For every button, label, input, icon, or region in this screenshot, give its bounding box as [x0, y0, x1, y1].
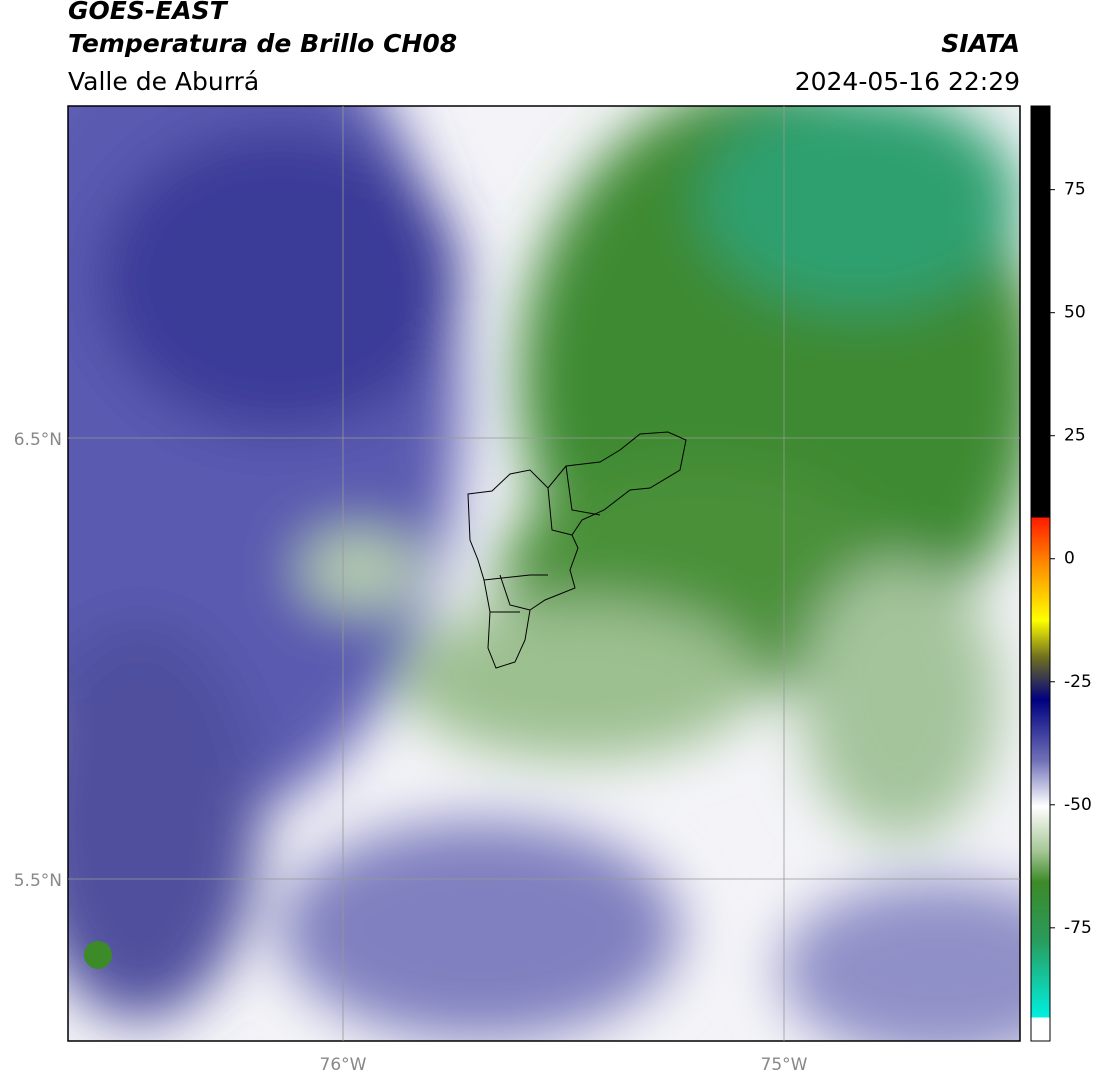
graticule	[68, 106, 1020, 1041]
title: GOES-EAST	[68, 0, 229, 25]
lon-label: 75°W	[761, 1055, 808, 1075]
satellite-image	[68, 106, 1020, 1041]
colorbar-tick-label: 25	[1064, 426, 1086, 446]
map-frame	[67, 105, 1021, 1042]
region: Valle de Aburrá	[68, 67, 259, 96]
colorbar-tick-label: -50	[1064, 795, 1092, 815]
colorbar-tick-label: 75	[1064, 180, 1086, 200]
colorbar-tick-label: 50	[1064, 303, 1086, 323]
colorbar-tick-label: 0	[1064, 549, 1075, 569]
colorbar-tick-label: -75	[1064, 918, 1092, 938]
subtitle: Temperatura de Brillo CH08	[68, 29, 457, 58]
source: SIATA	[941, 29, 1020, 58]
lon-label: 76°W	[320, 1055, 367, 1075]
colorbar	[1030, 105, 1051, 1042]
colorbar-tick-label: -25	[1064, 672, 1092, 692]
lat-label: 6.5°N	[14, 430, 62, 450]
datetime: 2024-05-16 22:29	[795, 67, 1020, 96]
watershed-outline	[467, 431, 687, 669]
lat-label: 5.5°N	[14, 871, 62, 891]
